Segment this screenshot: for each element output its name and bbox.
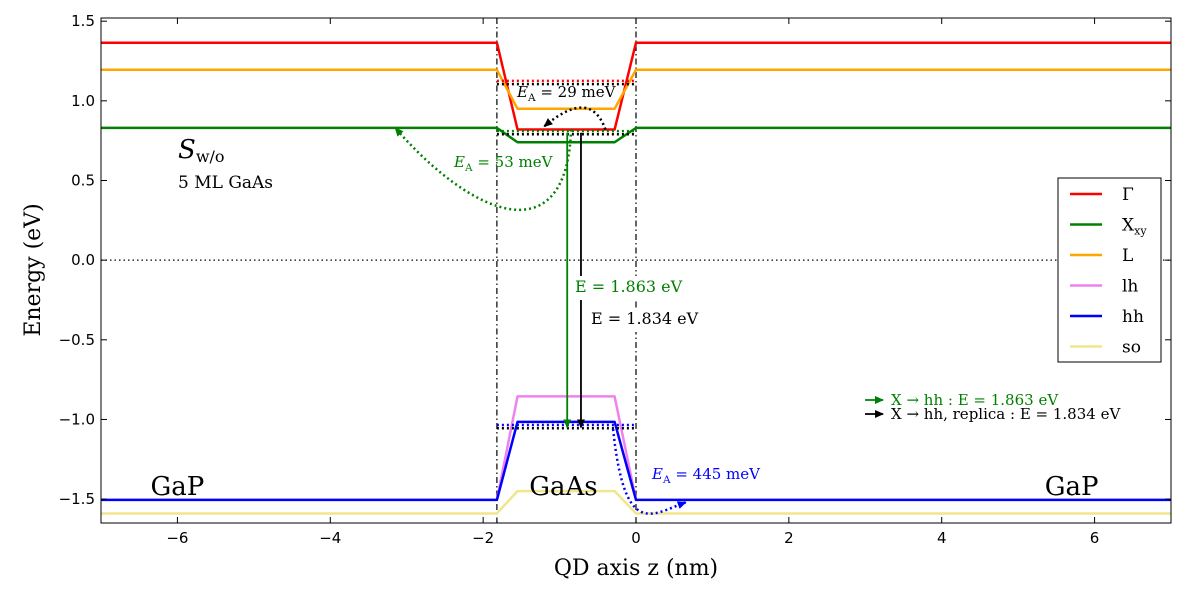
region-label-gaas: GaAs <box>529 472 597 502</box>
series-line-2 <box>101 68 1171 111</box>
y-tick-label: 0.5 <box>71 171 95 189</box>
y-tick-label: −1.5 <box>59 490 95 508</box>
annotation-layer: GaP GaAs GaP Sw/o 5 ML GaAs EA = 29 meV EA = 5… <box>151 83 1122 502</box>
y-tick-label: 0.0 <box>71 251 95 269</box>
legend-label-0: Γ <box>1122 185 1134 205</box>
y-tick-label: −1.0 <box>59 410 95 428</box>
series-line-3 <box>495 395 638 501</box>
y-tick-label: 1.0 <box>71 92 95 110</box>
region-label-gap-right: GaP <box>1045 472 1099 502</box>
activation-energy-53: EA = 53 meV <box>453 153 554 174</box>
activation-path-1 <box>394 127 573 212</box>
legend-label-3: lh <box>1122 277 1138 297</box>
x-tick-label: 2 <box>784 529 794 547</box>
sample-description: 5 ML GaAs <box>178 173 273 193</box>
legend: Γ Xxy Llh hh so <box>1057 177 1162 363</box>
sample-label: Sw/o <box>178 135 225 166</box>
legend-label-2: L <box>1122 246 1133 266</box>
x-tick-label: 6 <box>1090 529 1100 547</box>
x-axis-label: QD axis z (nm) <box>554 556 718 581</box>
activation-energy-29: EA = 29 meV <box>516 83 617 104</box>
x-tick-label: −2 <box>472 529 494 547</box>
transition-legend-2: X → hh, replica : E = 1.834 eV <box>891 405 1121 423</box>
plot-area <box>101 18 1171 523</box>
y-tick-label: −0.5 <box>59 331 95 349</box>
transition-energy-green-bg <box>571 276 691 300</box>
y-axis-label: Energy (eV) <box>21 203 46 336</box>
transition-energy-black: E = 1.834 eV <box>591 309 699 328</box>
region-label-gap-left: GaP <box>151 472 205 502</box>
series-line-5 <box>101 489 1171 515</box>
axes: −6 −4 −2 0 2 4 6 1.5 1.0 0.5 0.0 −0.5 −1.0 −1.5 <box>59 12 1171 547</box>
legend-label-5: so <box>1122 338 1141 358</box>
activation-energy-445: EA = 445 meV <box>651 465 761 486</box>
x-tick-label: −4 <box>319 529 341 547</box>
series-line-0 <box>101 41 1171 131</box>
y-tick-label: 1.5 <box>71 12 95 30</box>
series-line-4 <box>101 420 1171 502</box>
x-tick-label: −6 <box>166 529 188 547</box>
series-line-1 <box>101 126 1171 144</box>
legend-frame <box>1057 177 1162 363</box>
transition-legend-1: X → hh : E = 1.863 eV <box>891 391 1059 409</box>
legend-label-4: hh <box>1122 307 1144 327</box>
legend-label-1: Xxy <box>1122 216 1147 238</box>
activation-path-0 <box>543 106 607 130</box>
transition-energy-black-bg <box>587 308 707 332</box>
x-tick-label: 4 <box>937 529 947 547</box>
x-tick-label: 0 <box>631 529 641 547</box>
transition-energy-green: E = 1.863 eV <box>575 277 683 296</box>
